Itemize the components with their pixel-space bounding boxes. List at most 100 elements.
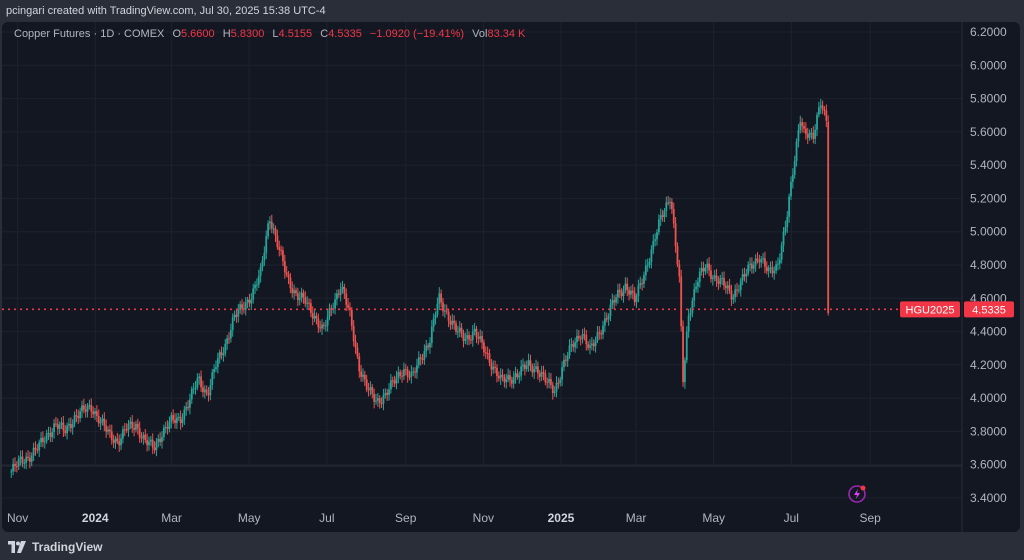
y-tick-label: 5.0000 <box>970 225 1007 239</box>
candle-body <box>308 302 310 304</box>
candle-body <box>803 125 805 129</box>
candle-body <box>652 240 655 250</box>
candle-body <box>576 335 578 343</box>
candle-body <box>404 369 407 371</box>
candle-body <box>756 258 759 261</box>
candle-body <box>568 345 571 356</box>
candle-body <box>814 129 817 139</box>
chart-panel[interactable]: 3.4000 3.6000 3.8000 4.0000 4.2000 4.4000 4.60… <box>2 22 1020 532</box>
alert-icon[interactable] <box>848 485 866 503</box>
candle-body <box>388 389 390 395</box>
candle-body <box>343 286 346 294</box>
candle-body <box>162 427 165 437</box>
candle-body <box>516 373 519 378</box>
candle-body <box>600 333 603 335</box>
candle-body <box>283 261 286 273</box>
candle-body <box>438 293 441 304</box>
candle-body <box>190 388 193 400</box>
candle-body <box>306 302 309 304</box>
candle-body <box>514 373 517 378</box>
candle-body <box>53 423 55 432</box>
candle-body <box>289 277 292 289</box>
candle-body <box>403 369 405 377</box>
candle-body <box>670 201 673 209</box>
candle-body <box>639 283 642 286</box>
candle-body <box>296 293 299 300</box>
candle-body <box>538 373 541 377</box>
candle-body <box>69 424 72 429</box>
ticker-tag-bg <box>900 301 960 318</box>
y-tick-label: 6.2000 <box>970 25 1007 39</box>
candle-body <box>220 352 223 356</box>
candle-body <box>715 275 718 282</box>
candle-body <box>196 378 199 388</box>
candle-body <box>470 339 472 341</box>
candle-body <box>724 285 727 289</box>
candle-body <box>269 221 271 224</box>
candle-body <box>497 376 500 379</box>
candle-body <box>380 403 383 405</box>
candle-body <box>635 296 638 303</box>
candle-body <box>566 355 569 361</box>
candle-body <box>704 267 707 272</box>
candle-body <box>628 290 630 295</box>
y-tick-label: 5.4000 <box>970 158 1007 172</box>
candle-body <box>322 324 325 326</box>
tradingview-brand[interactable]: TradingView <box>8 540 102 554</box>
time-axis[interactable]: Nov 2024 Mar May Jul Sep Nov 2025 Mar May Jul Sep <box>7 511 881 525</box>
candle-body <box>825 110 828 121</box>
candles <box>10 98 830 479</box>
candle-body <box>315 315 318 319</box>
candle-body <box>282 250 284 262</box>
candle-body <box>412 371 415 373</box>
y-tick-label: 3.4000 <box>970 491 1007 505</box>
candle-body <box>657 219 660 233</box>
candle-body <box>170 415 173 422</box>
y-tick-label: 3.8000 <box>970 424 1007 438</box>
candle-body <box>185 406 188 410</box>
candle-body <box>84 409 87 412</box>
candle-body <box>464 338 467 341</box>
candle-body <box>168 421 171 429</box>
candle-body <box>177 416 180 418</box>
candle-body <box>339 289 342 295</box>
candle-body <box>209 385 212 396</box>
candle-body <box>211 372 214 386</box>
candle-body <box>445 310 448 312</box>
candle-body <box>594 340 597 347</box>
candle-body <box>49 433 52 438</box>
candle-body <box>181 419 184 424</box>
candle-body <box>280 249 282 251</box>
candle-body <box>77 415 80 419</box>
price-chart[interactable]: 3.40003.60003.80004.00004.20004.40004.60… <box>2 22 1020 532</box>
candle-body <box>356 347 359 357</box>
candle-body <box>244 302 247 310</box>
candle-body <box>123 429 126 431</box>
candle-body <box>352 325 355 342</box>
candle-body <box>324 325 327 327</box>
y-tick-label: 4.0000 <box>970 391 1007 405</box>
candle-body <box>723 277 725 286</box>
candle-body <box>674 223 677 247</box>
candle-body <box>633 292 636 303</box>
candle-body <box>550 379 552 385</box>
candle-body <box>777 263 779 265</box>
price-axis[interactable]: 3.40003.60003.80004.00004.20004.40004.60… <box>970 25 1007 505</box>
candle-body <box>505 379 508 383</box>
candle-body <box>546 381 549 383</box>
candle-body <box>821 105 824 110</box>
candle-body <box>378 398 381 404</box>
candle-body <box>557 382 560 384</box>
candle-body <box>449 320 452 325</box>
candle-body <box>142 434 145 439</box>
candle-body <box>682 326 684 383</box>
candle-body <box>631 290 634 293</box>
candle-body <box>229 330 232 339</box>
candle-body <box>535 366 537 369</box>
candle-body <box>737 290 740 292</box>
candle-body <box>451 320 454 325</box>
candle-body <box>410 371 413 377</box>
candle-body <box>367 389 370 391</box>
candle-body <box>708 263 711 271</box>
candle-body <box>30 455 33 462</box>
